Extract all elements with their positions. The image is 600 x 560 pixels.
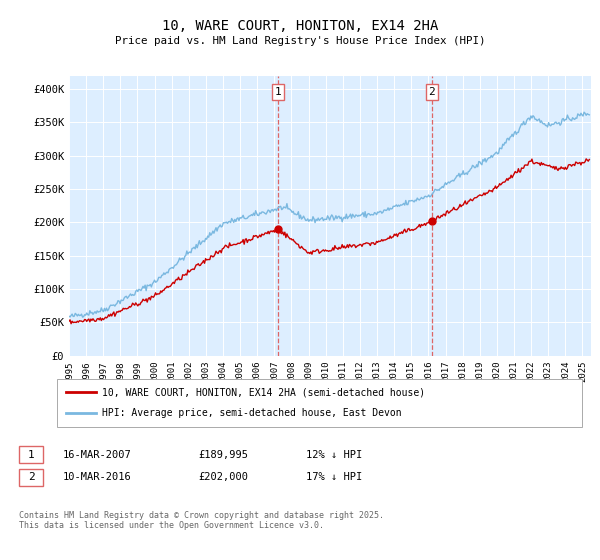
Text: 2: 2 (428, 87, 435, 97)
Text: £202,000: £202,000 (198, 472, 248, 482)
Text: 10, WARE COURT, HONITON, EX14 2HA: 10, WARE COURT, HONITON, EX14 2HA (162, 18, 438, 32)
Text: 16-MAR-2007: 16-MAR-2007 (63, 450, 132, 460)
Text: 10-MAR-2016: 10-MAR-2016 (63, 472, 132, 482)
Text: 1: 1 (28, 450, 35, 460)
Text: £189,995: £189,995 (198, 450, 248, 460)
Text: 2: 2 (28, 472, 35, 482)
Text: Contains HM Land Registry data © Crown copyright and database right 2025.
This d: Contains HM Land Registry data © Crown c… (19, 511, 384, 530)
Text: 1: 1 (275, 87, 281, 97)
Text: 12% ↓ HPI: 12% ↓ HPI (306, 450, 362, 460)
Text: 10, WARE COURT, HONITON, EX14 2HA (semi-detached house): 10, WARE COURT, HONITON, EX14 2HA (semi-… (102, 388, 425, 398)
Text: Price paid vs. HM Land Registry's House Price Index (HPI): Price paid vs. HM Land Registry's House … (115, 36, 485, 46)
Text: 17% ↓ HPI: 17% ↓ HPI (306, 472, 362, 482)
Text: HPI: Average price, semi-detached house, East Devon: HPI: Average price, semi-detached house,… (102, 408, 401, 418)
